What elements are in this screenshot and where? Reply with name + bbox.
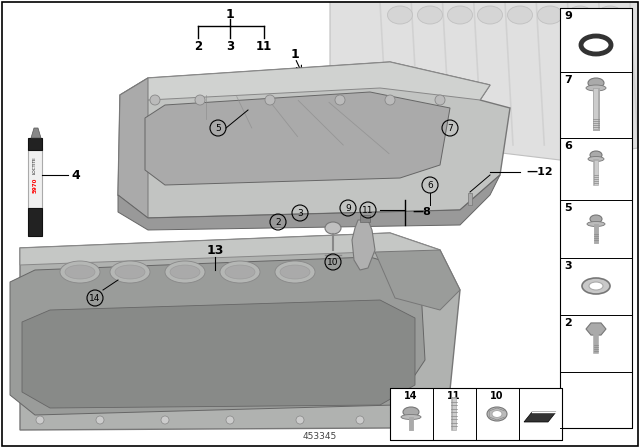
- Circle shape: [161, 416, 169, 424]
- Ellipse shape: [225, 265, 255, 279]
- Polygon shape: [330, 2, 638, 160]
- Polygon shape: [145, 92, 450, 185]
- Ellipse shape: [589, 282, 603, 290]
- Circle shape: [296, 416, 304, 424]
- Text: 9: 9: [564, 11, 572, 21]
- Polygon shape: [524, 412, 556, 422]
- Bar: [28, 208, 42, 236]
- Bar: [360, 215, 370, 222]
- Circle shape: [356, 416, 364, 424]
- Text: 6: 6: [564, 141, 572, 151]
- Circle shape: [226, 416, 234, 424]
- Circle shape: [385, 95, 395, 105]
- Ellipse shape: [590, 215, 602, 223]
- Polygon shape: [586, 323, 606, 335]
- Text: 4: 4: [72, 168, 81, 181]
- Ellipse shape: [582, 278, 610, 294]
- Circle shape: [195, 95, 205, 105]
- Text: 13: 13: [206, 244, 224, 257]
- Polygon shape: [120, 62, 490, 100]
- Text: 9: 9: [345, 203, 351, 212]
- Text: 6: 6: [427, 181, 433, 190]
- Polygon shape: [10, 257, 425, 415]
- Circle shape: [435, 95, 445, 105]
- Text: 2: 2: [194, 39, 202, 52]
- Text: 5970: 5970: [33, 177, 38, 193]
- Text: 3: 3: [297, 208, 303, 217]
- Ellipse shape: [65, 265, 95, 279]
- Polygon shape: [20, 233, 440, 265]
- Ellipse shape: [586, 85, 606, 91]
- Text: —12: —12: [526, 167, 552, 177]
- Circle shape: [150, 95, 160, 105]
- Ellipse shape: [598, 6, 623, 24]
- Polygon shape: [375, 250, 460, 310]
- Bar: [28, 148, 42, 208]
- Ellipse shape: [170, 265, 200, 279]
- Ellipse shape: [568, 6, 593, 24]
- Text: 1: 1: [226, 8, 234, 21]
- Text: 1: 1: [291, 47, 300, 60]
- Polygon shape: [118, 62, 510, 218]
- Ellipse shape: [492, 410, 502, 418]
- Polygon shape: [352, 220, 375, 270]
- Ellipse shape: [447, 6, 472, 24]
- Text: 2: 2: [275, 217, 281, 227]
- Polygon shape: [118, 175, 500, 230]
- Circle shape: [36, 416, 44, 424]
- Ellipse shape: [538, 6, 563, 24]
- Text: 7: 7: [447, 124, 453, 133]
- Text: 14: 14: [404, 391, 418, 401]
- Ellipse shape: [508, 6, 532, 24]
- Text: 2: 2: [564, 318, 572, 328]
- Text: 3: 3: [564, 261, 572, 271]
- Ellipse shape: [590, 151, 602, 159]
- Circle shape: [335, 95, 345, 105]
- Ellipse shape: [417, 6, 442, 24]
- Ellipse shape: [280, 265, 310, 279]
- Ellipse shape: [588, 78, 604, 88]
- Circle shape: [265, 95, 275, 105]
- Text: 453345: 453345: [303, 432, 337, 441]
- Text: 11: 11: [362, 206, 374, 215]
- Ellipse shape: [60, 261, 100, 283]
- Text: 5: 5: [564, 203, 572, 213]
- Text: LOCTITE: LOCTITE: [33, 156, 37, 174]
- Polygon shape: [118, 78, 148, 218]
- Ellipse shape: [115, 265, 145, 279]
- Ellipse shape: [325, 222, 341, 234]
- Ellipse shape: [588, 156, 604, 161]
- Text: 10: 10: [490, 391, 504, 401]
- Ellipse shape: [401, 414, 421, 419]
- Polygon shape: [31, 128, 41, 138]
- Text: —8: —8: [412, 207, 431, 217]
- Ellipse shape: [220, 261, 260, 283]
- Bar: [468, 193, 472, 205]
- Bar: [28, 138, 42, 150]
- Text: 5: 5: [215, 124, 221, 133]
- Text: 14: 14: [90, 293, 100, 302]
- Bar: [560, 8, 632, 428]
- Text: 11: 11: [256, 39, 272, 52]
- Ellipse shape: [387, 6, 413, 24]
- Ellipse shape: [587, 221, 605, 227]
- Ellipse shape: [477, 6, 502, 24]
- Text: 7: 7: [564, 75, 572, 85]
- Text: 10: 10: [327, 258, 339, 267]
- Ellipse shape: [110, 261, 150, 283]
- Text: 11: 11: [447, 391, 461, 401]
- Ellipse shape: [403, 407, 419, 417]
- Circle shape: [96, 416, 104, 424]
- Polygon shape: [22, 300, 415, 408]
- Ellipse shape: [487, 407, 507, 421]
- Polygon shape: [20, 233, 460, 430]
- Bar: [390, 388, 562, 440]
- Ellipse shape: [165, 261, 205, 283]
- Text: 3: 3: [226, 39, 234, 52]
- Ellipse shape: [275, 261, 315, 283]
